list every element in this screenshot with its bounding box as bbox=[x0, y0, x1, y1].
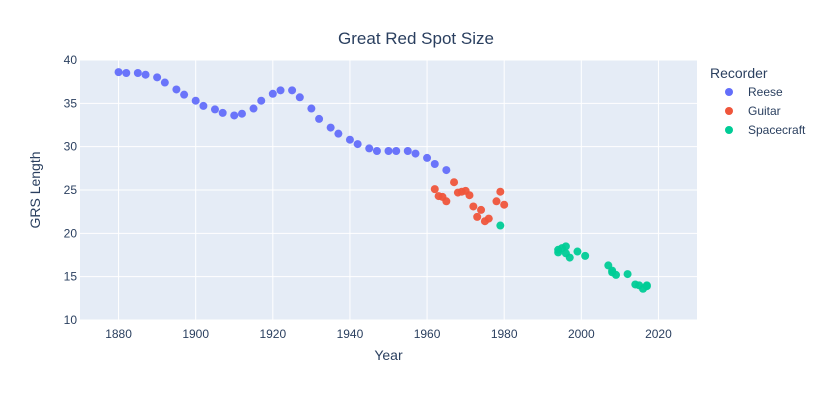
legend-item-guitar[interactable]: Guitar bbox=[725, 104, 781, 118]
y-tick-label: 35 bbox=[64, 96, 78, 110]
data-point[interactable] bbox=[500, 200, 509, 209]
data-point[interactable] bbox=[623, 270, 632, 279]
data-point[interactable] bbox=[469, 202, 478, 211]
data-point[interactable] bbox=[237, 109, 246, 118]
legend-title: Recorder bbox=[710, 65, 768, 81]
data-point[interactable] bbox=[295, 93, 304, 102]
chart-title: Great Red Spot Size bbox=[338, 29, 494, 48]
data-point[interactable] bbox=[230, 111, 239, 120]
data-point[interactable] bbox=[122, 69, 131, 77]
series-reese bbox=[114, 68, 451, 175]
data-point[interactable] bbox=[315, 114, 324, 123]
legend-marker bbox=[725, 107, 733, 115]
data-point[interactable] bbox=[268, 89, 277, 98]
y-tick-label: 20 bbox=[64, 226, 78, 240]
data-point[interactable] bbox=[141, 70, 150, 79]
data-point[interactable] bbox=[160, 78, 169, 87]
data-point[interactable] bbox=[430, 160, 439, 168]
data-point[interactable] bbox=[365, 144, 374, 153]
data-point[interactable] bbox=[430, 185, 439, 194]
data-point[interactable] bbox=[191, 96, 200, 105]
series-guitar bbox=[430, 178, 509, 226]
data-point[interactable] bbox=[133, 69, 142, 77]
legend-label: Guitar bbox=[748, 104, 781, 118]
data-point[interactable] bbox=[442, 166, 451, 175]
data-point[interactable] bbox=[218, 108, 227, 117]
data-point[interactable] bbox=[642, 281, 651, 290]
data-point[interactable] bbox=[345, 135, 354, 144]
data-point[interactable] bbox=[288, 86, 297, 95]
y-tick-label: 15 bbox=[64, 270, 78, 284]
data-point[interactable] bbox=[423, 153, 432, 162]
data-point[interactable] bbox=[392, 147, 401, 155]
data-point[interactable] bbox=[180, 90, 189, 99]
legend-item-reese[interactable]: Reese bbox=[725, 85, 783, 99]
data-point[interactable] bbox=[484, 214, 493, 223]
data-point[interactable] bbox=[561, 242, 570, 251]
legend-marker bbox=[725, 126, 733, 134]
x-tick-label: 1920 bbox=[259, 327, 286, 341]
data-point[interactable] bbox=[477, 205, 486, 214]
x-tick-label: 1900 bbox=[182, 327, 209, 341]
data-point[interactable] bbox=[565, 253, 574, 262]
y-tick-label: 25 bbox=[64, 183, 78, 197]
data-point[interactable] bbox=[172, 85, 181, 94]
legend-label: Reese bbox=[748, 85, 783, 99]
x-tick-label: 2000 bbox=[568, 327, 595, 341]
data-point[interactable] bbox=[492, 197, 501, 206]
data-point[interactable] bbox=[210, 105, 219, 114]
series-spacecraft bbox=[496, 221, 651, 293]
x-tick-label: 2020 bbox=[645, 327, 672, 341]
data-point[interactable] bbox=[496, 221, 505, 230]
data-point[interactable] bbox=[473, 212, 482, 221]
legend-marker bbox=[725, 88, 733, 96]
legend: Recorder Reese Guitar Spacecraft bbox=[710, 65, 806, 137]
data-point[interactable] bbox=[372, 147, 381, 155]
axis-ticks: 1880 1900 1920 1940 1960 1980 2000 2020 10 15 20 25… bbox=[64, 53, 672, 341]
data-point[interactable] bbox=[334, 129, 343, 138]
data-point[interactable] bbox=[496, 187, 505, 196]
data-point[interactable] bbox=[307, 104, 316, 113]
legend-item-spacecraft[interactable]: Spacecraft bbox=[725, 123, 806, 137]
y-axis-title: GRS Length bbox=[27, 151, 43, 228]
y-tick-label: 30 bbox=[64, 140, 78, 154]
data-point[interactable] bbox=[465, 191, 474, 200]
data-point[interactable] bbox=[153, 73, 162, 82]
data-point[interactable] bbox=[199, 101, 208, 110]
legend-label: Spacecraft bbox=[748, 123, 806, 137]
data-point[interactable] bbox=[403, 147, 412, 155]
x-tick-label: 1880 bbox=[105, 327, 132, 341]
data-point[interactable] bbox=[326, 123, 335, 132]
grid-lines bbox=[80, 59, 697, 321]
data-point[interactable] bbox=[573, 247, 582, 256]
data-point[interactable] bbox=[384, 147, 393, 155]
data-points bbox=[114, 68, 651, 293]
data-point[interactable] bbox=[442, 197, 451, 206]
x-tick-label: 1980 bbox=[491, 327, 518, 341]
data-point[interactable] bbox=[450, 178, 459, 187]
x-tick-label: 1960 bbox=[414, 327, 441, 341]
data-point[interactable] bbox=[353, 140, 362, 149]
x-tick-label: 1940 bbox=[337, 327, 364, 341]
data-point[interactable] bbox=[581, 251, 590, 260]
legend-items: Reese Guitar Spacecraft bbox=[725, 85, 806, 137]
data-point[interactable] bbox=[612, 270, 621, 279]
y-tick-label: 10 bbox=[64, 313, 78, 327]
data-point[interactable] bbox=[276, 86, 285, 95]
y-tick-label: 40 bbox=[64, 53, 78, 67]
data-point[interactable] bbox=[114, 68, 123, 77]
data-point[interactable] bbox=[249, 104, 258, 113]
data-point[interactable] bbox=[411, 149, 420, 158]
x-axis-title: Year bbox=[374, 347, 403, 363]
data-point[interactable] bbox=[257, 96, 266, 105]
